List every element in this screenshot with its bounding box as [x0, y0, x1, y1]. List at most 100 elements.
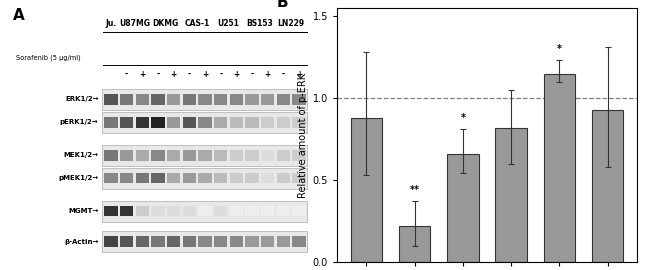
Text: +: +: [170, 70, 177, 79]
Text: *: *: [460, 113, 465, 123]
Text: +: +: [233, 70, 239, 79]
Text: β-Actin→: β-Actin→: [64, 239, 99, 245]
Bar: [136, 206, 149, 217]
Text: *: *: [557, 44, 562, 54]
Bar: [183, 117, 196, 128]
Bar: [101, 89, 307, 110]
Bar: [101, 201, 307, 222]
Bar: [214, 150, 228, 161]
Bar: [136, 236, 149, 247]
Bar: [101, 145, 307, 166]
Bar: [167, 173, 180, 183]
Bar: [261, 236, 274, 247]
Bar: [198, 236, 212, 247]
Bar: [120, 173, 133, 183]
Bar: [592, 110, 623, 262]
Bar: [151, 150, 164, 161]
Bar: [120, 236, 133, 247]
Text: +: +: [202, 70, 208, 79]
Bar: [151, 117, 164, 128]
Bar: [277, 94, 290, 105]
Bar: [229, 94, 243, 105]
Bar: [104, 173, 118, 183]
Bar: [167, 150, 180, 161]
Bar: [292, 94, 306, 105]
Text: MEK1/2→: MEK1/2→: [64, 152, 99, 158]
Text: **: **: [410, 185, 420, 195]
Bar: [277, 150, 290, 161]
Bar: [261, 173, 274, 183]
Bar: [101, 231, 307, 252]
Text: MGMT→: MGMT→: [68, 208, 99, 214]
Bar: [277, 173, 290, 183]
Bar: [214, 236, 228, 247]
Bar: [151, 206, 164, 217]
Bar: [151, 94, 164, 105]
Bar: [292, 150, 306, 161]
Bar: [104, 117, 118, 128]
Text: -: -: [188, 70, 191, 79]
Bar: [183, 173, 196, 183]
Bar: [292, 173, 306, 183]
Bar: [136, 117, 149, 128]
Bar: [198, 150, 212, 161]
Bar: [136, 150, 149, 161]
Bar: [246, 236, 259, 247]
Bar: [261, 117, 274, 128]
Bar: [350, 118, 382, 262]
Bar: [167, 206, 180, 217]
Bar: [183, 236, 196, 247]
Bar: [167, 117, 180, 128]
Bar: [104, 150, 118, 161]
Bar: [229, 173, 243, 183]
Text: LN229: LN229: [278, 19, 305, 28]
Bar: [543, 74, 575, 262]
Bar: [101, 168, 307, 188]
Text: pERK1/2→: pERK1/2→: [60, 119, 99, 125]
Bar: [229, 117, 243, 128]
Bar: [261, 206, 274, 217]
Bar: [277, 117, 290, 128]
Bar: [198, 173, 212, 183]
Bar: [167, 236, 180, 247]
Bar: [495, 128, 526, 262]
Bar: [101, 112, 307, 133]
Bar: [151, 173, 164, 183]
Bar: [229, 236, 243, 247]
Bar: [399, 226, 430, 262]
Text: -: -: [219, 70, 222, 79]
Bar: [136, 94, 149, 105]
Bar: [198, 206, 212, 217]
Text: ERK1/2→: ERK1/2→: [65, 96, 99, 103]
Bar: [246, 117, 259, 128]
Bar: [104, 236, 118, 247]
Bar: [246, 94, 259, 105]
Y-axis label: Relative amount of p-ERK: Relative amount of p-ERK: [298, 72, 309, 198]
Text: U87MG: U87MG: [119, 19, 150, 28]
Bar: [214, 206, 228, 217]
Bar: [292, 236, 306, 247]
Text: -: -: [250, 70, 254, 79]
Bar: [277, 206, 290, 217]
Text: Ju.: Ju.: [105, 19, 116, 28]
Bar: [214, 94, 228, 105]
Bar: [198, 117, 212, 128]
Bar: [246, 150, 259, 161]
Bar: [229, 206, 243, 217]
Bar: [246, 206, 259, 217]
Bar: [151, 236, 164, 247]
Text: -: -: [282, 70, 285, 79]
Bar: [120, 117, 133, 128]
Bar: [261, 94, 274, 105]
Text: U251: U251: [218, 19, 239, 28]
Bar: [120, 206, 133, 217]
Bar: [104, 94, 118, 105]
Bar: [277, 236, 290, 247]
Text: +: +: [296, 70, 302, 79]
Text: DKMG: DKMG: [153, 19, 179, 28]
Bar: [120, 150, 133, 161]
Bar: [104, 206, 118, 217]
Bar: [229, 150, 243, 161]
Bar: [167, 94, 180, 105]
Text: -: -: [157, 70, 159, 79]
